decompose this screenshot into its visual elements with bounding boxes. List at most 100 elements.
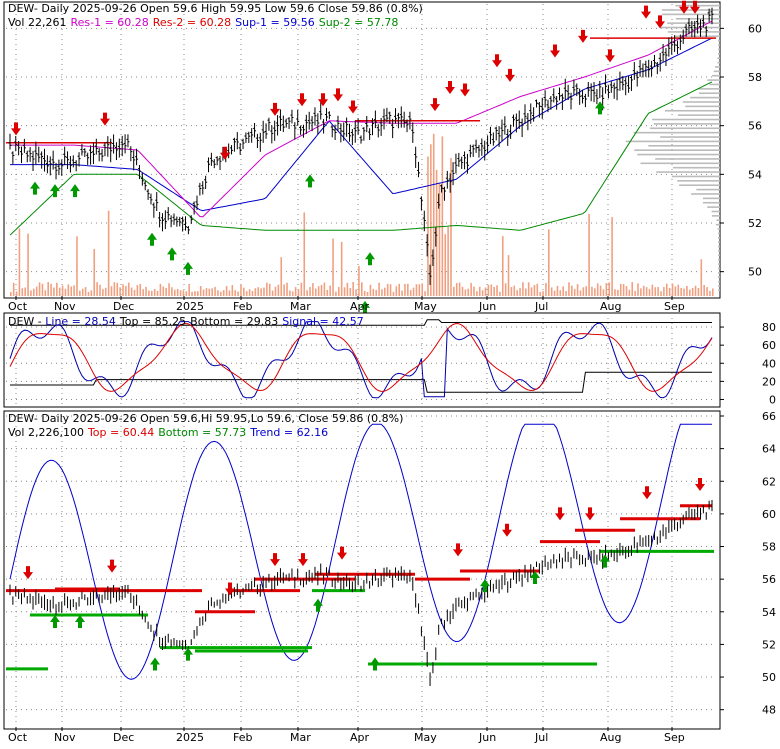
y-tick-label: 58	[762, 541, 776, 554]
y-tick-label: 80	[762, 321, 776, 334]
volume-profile-bar	[685, 105, 720, 108]
volume-profile-bar	[718, 258, 720, 261]
volume-bar	[418, 284, 421, 296]
volume-bar	[453, 286, 455, 296]
volume-bar	[467, 288, 470, 296]
volume-profile-bar	[712, 74, 720, 77]
y-tick-label: 56	[762, 573, 776, 586]
volume-bar	[637, 283, 639, 296]
volume-profile-bar	[675, 4, 720, 7]
volume-profile-bar	[717, 61, 720, 64]
sell-arrow	[100, 112, 110, 126]
sell-arrow	[318, 93, 328, 107]
volume-bar	[430, 144, 432, 296]
volume-bar	[10, 292, 12, 296]
volume-bar	[706, 287, 708, 296]
volume-bar	[76, 236, 78, 296]
volume-bar	[188, 283, 190, 296]
x-tick-label: Nov	[54, 731, 76, 744]
volume-profile-bar	[718, 254, 720, 257]
volume-profile-bar	[660, 136, 720, 138]
volume-bar	[548, 229, 550, 296]
buy-arrow	[595, 101, 605, 115]
y-tick-label: 66	[762, 410, 776, 423]
volume-bar	[133, 289, 136, 296]
sell-arrow	[642, 486, 652, 500]
volume-profile-bar	[718, 289, 720, 292]
x-tick-label: Feb	[233, 300, 252, 313]
volume-bar	[585, 286, 588, 296]
volume-bar	[625, 286, 628, 296]
volume-bar	[168, 283, 170, 296]
volume-bar	[142, 289, 144, 296]
signal-arrows	[11, 0, 700, 314]
volume-bar	[576, 284, 579, 296]
volume-bar	[251, 291, 254, 296]
trend-line	[9, 423, 712, 680]
volume-bar	[291, 291, 294, 296]
volume-bar	[375, 289, 377, 296]
volume-bar	[199, 286, 202, 296]
volume-bar	[444, 234, 447, 296]
volume-bar	[346, 282, 349, 296]
volume-bar	[559, 290, 562, 296]
volume-bar	[490, 284, 493, 296]
volume-bar	[389, 284, 392, 296]
volume-profile-bar	[718, 48, 720, 51]
y-tick-label: 54	[762, 606, 776, 619]
volume-bar	[493, 286, 495, 296]
x-tick-label: Jul	[534, 300, 548, 313]
volume-bar	[697, 288, 700, 296]
volume-bar	[450, 157, 452, 296]
buy-arrow	[313, 598, 323, 612]
volume-profile-bar	[656, 171, 720, 173]
panel3-arrows	[23, 478, 705, 671]
volume-bar	[703, 284, 705, 296]
volume-bar	[484, 287, 487, 296]
buy-arrow	[370, 657, 380, 671]
volume-bar	[651, 284, 654, 296]
panel1-header: DEW- Daily 2025-09-26 Open 59.6 High 59.…	[8, 2, 423, 15]
sup1-line	[10, 37, 713, 212]
volume-bar	[12, 282, 15, 296]
volume-bar	[438, 183, 441, 296]
volume-bar	[159, 283, 162, 296]
volume-bar	[507, 255, 510, 296]
volume-bar	[648, 289, 651, 296]
volume-bar	[501, 236, 504, 296]
sell-arrow	[333, 88, 343, 102]
y-tick-label: 48	[762, 704, 776, 717]
sell-arrow	[298, 553, 308, 567]
volume-bar	[499, 291, 501, 296]
sell-arrow	[578, 29, 588, 43]
volume-bar	[320, 284, 323, 296]
y-tick-label: 20	[762, 375, 776, 388]
volume-bar	[87, 291, 90, 296]
volume-bar	[602, 289, 605, 296]
y-tick-label: 50	[762, 671, 776, 684]
support-resistance-lines	[6, 20, 716, 236]
sell-arrow	[502, 523, 512, 537]
volume-bar	[657, 287, 659, 296]
volume-bar	[179, 290, 182, 296]
volume-bar	[194, 291, 196, 296]
volume-bar	[24, 287, 26, 296]
buy-arrow	[30, 181, 40, 195]
volume-bar	[243, 287, 245, 296]
volume-bar	[58, 287, 61, 296]
sell-arrow	[270, 553, 280, 567]
volume-bar	[504, 283, 507, 296]
volume-bar	[562, 286, 564, 296]
volume-bar	[412, 287, 415, 296]
buy-arrow	[530, 571, 540, 584]
volume-bar	[527, 282, 530, 296]
volume-profile-bar	[718, 245, 720, 248]
volume-profile-bar	[698, 88, 720, 90]
volume-profile-bar	[718, 53, 720, 55]
volume-bar	[550, 287, 553, 296]
volume-bar	[516, 290, 518, 296]
volume-bar	[386, 283, 389, 296]
panel1-x-axis: Oct Nov Dec 2025 Feb Mar Apr May Jun Jul Aug Sep	[8, 296, 685, 313]
